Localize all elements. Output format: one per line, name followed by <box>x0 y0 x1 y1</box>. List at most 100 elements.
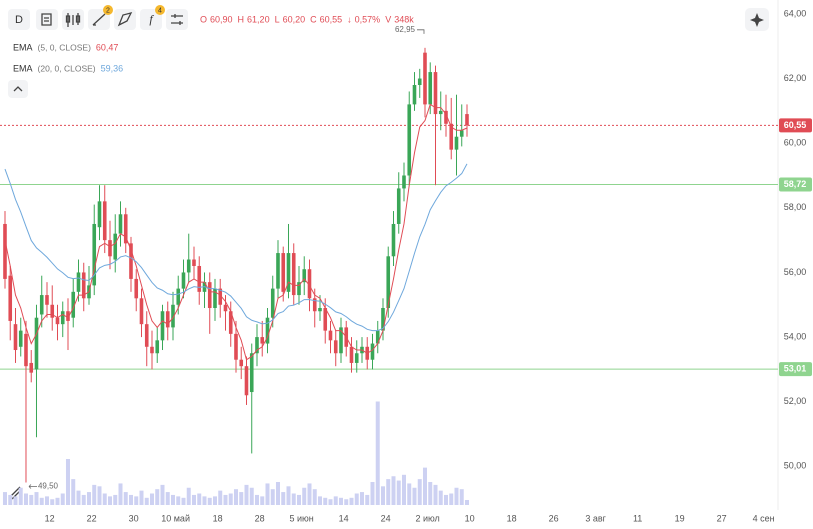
collapse-button[interactable] <box>8 80 28 98</box>
volume-bar <box>170 494 175 505</box>
volume-bar <box>333 496 338 505</box>
candle-body <box>213 288 217 309</box>
last-price-tag <box>779 118 812 133</box>
brush-button[interactable] <box>114 9 136 30</box>
candle-body <box>391 223 396 257</box>
candle-body <box>150 346 154 354</box>
candle-body <box>171 304 175 328</box>
compare-icon <box>41 13 52 26</box>
candle-body <box>223 304 228 312</box>
volume-bar <box>34 492 39 505</box>
candle-body <box>29 362 34 373</box>
candle-body <box>323 308 328 331</box>
volume-bar <box>422 467 427 505</box>
candle-body <box>218 288 223 305</box>
candle-body <box>123 214 128 244</box>
volume-bar <box>407 483 412 505</box>
volume-bar <box>375 401 380 505</box>
volume-bar <box>270 489 275 505</box>
candle-body <box>76 272 81 292</box>
volume-bar <box>265 483 270 505</box>
candle-body <box>307 269 312 299</box>
candle-body <box>349 346 354 363</box>
candle-body <box>118 214 123 234</box>
candle-body <box>60 311 65 325</box>
candle-body <box>433 72 438 115</box>
volume-bar <box>317 496 322 505</box>
volume-bar <box>186 487 191 505</box>
x-tick-label: 12 <box>45 513 55 523</box>
candle-body <box>459 130 464 137</box>
volume-bar <box>349 497 354 505</box>
x-tick-label: 5 июн <box>289 513 313 523</box>
legend-name: EMA <box>13 42 33 52</box>
candle-body <box>354 353 359 363</box>
volume-bar <box>50 499 55 505</box>
candle-body <box>297 282 301 296</box>
candle-body <box>407 104 412 176</box>
header-key: V <box>385 14 391 24</box>
x-tick-label: 14 <box>339 513 349 523</box>
volume-bar <box>65 459 70 505</box>
volume-bar <box>191 494 196 505</box>
volume-bar <box>44 496 49 505</box>
candle-body <box>270 288 275 318</box>
candle-body <box>102 201 107 241</box>
interval-button[interactable] <box>8 9 30 30</box>
ema-line <box>4 163 468 332</box>
volume-bar <box>249 487 254 505</box>
x-tick-label: 4 сен <box>753 513 775 523</box>
volume-bar <box>380 486 385 505</box>
volume-bar <box>39 497 44 505</box>
volume-bar <box>391 476 396 505</box>
candle-body <box>402 175 406 189</box>
candle-body <box>302 269 307 283</box>
volume-bar <box>160 484 165 505</box>
toolbar: D 2 f 4 <box>8 5 769 500</box>
candle-body <box>465 114 469 126</box>
candle-body <box>24 333 28 367</box>
legend-value: 59,36 <box>101 63 124 73</box>
volume-bar <box>296 494 301 505</box>
y-tick-label: 54,00 <box>784 331 807 341</box>
level-label: 58,72 <box>784 179 807 189</box>
candle-body <box>134 278 139 299</box>
candle-body <box>417 78 422 85</box>
header-value: 0,57% <box>355 14 381 24</box>
volume-bar <box>2 492 7 505</box>
volume-bar <box>165 492 170 505</box>
indicators-button[interactable] <box>140 9 162 30</box>
candle-body <box>3 223 7 279</box>
candle-body <box>255 337 259 354</box>
candle-body <box>444 110 448 124</box>
candle-body <box>155 340 160 354</box>
volume-bar <box>344 499 349 505</box>
candle-body <box>55 317 60 325</box>
candle-body <box>375 330 380 344</box>
candle-body <box>197 265 202 292</box>
legend-name: EMA <box>13 63 33 73</box>
candle-body <box>176 288 181 305</box>
volume-bar <box>286 486 291 505</box>
volume-bar <box>302 487 307 505</box>
y-tick-label: 64,00 <box>784 8 807 18</box>
settings-button[interactable] <box>166 9 188 30</box>
x-tick-label: 10 май <box>161 513 190 523</box>
volume-bar <box>76 490 81 505</box>
header-key: ↓ <box>347 14 352 24</box>
volume-bar <box>155 489 160 505</box>
volume-bar <box>55 497 60 505</box>
x-tick-label: 24 <box>381 513 391 523</box>
volume-bar <box>370 482 375 505</box>
compare-button[interactable] <box>36 9 58 30</box>
volume-bar <box>281 492 286 505</box>
volume-bar <box>113 494 118 505</box>
candle-body <box>449 123 454 150</box>
candle-body <box>92 223 97 286</box>
y-tick-label: 50,00 <box>784 461 807 471</box>
volume-bar <box>207 497 212 505</box>
volume-bar <box>417 479 422 505</box>
volume-bar <box>359 492 364 505</box>
